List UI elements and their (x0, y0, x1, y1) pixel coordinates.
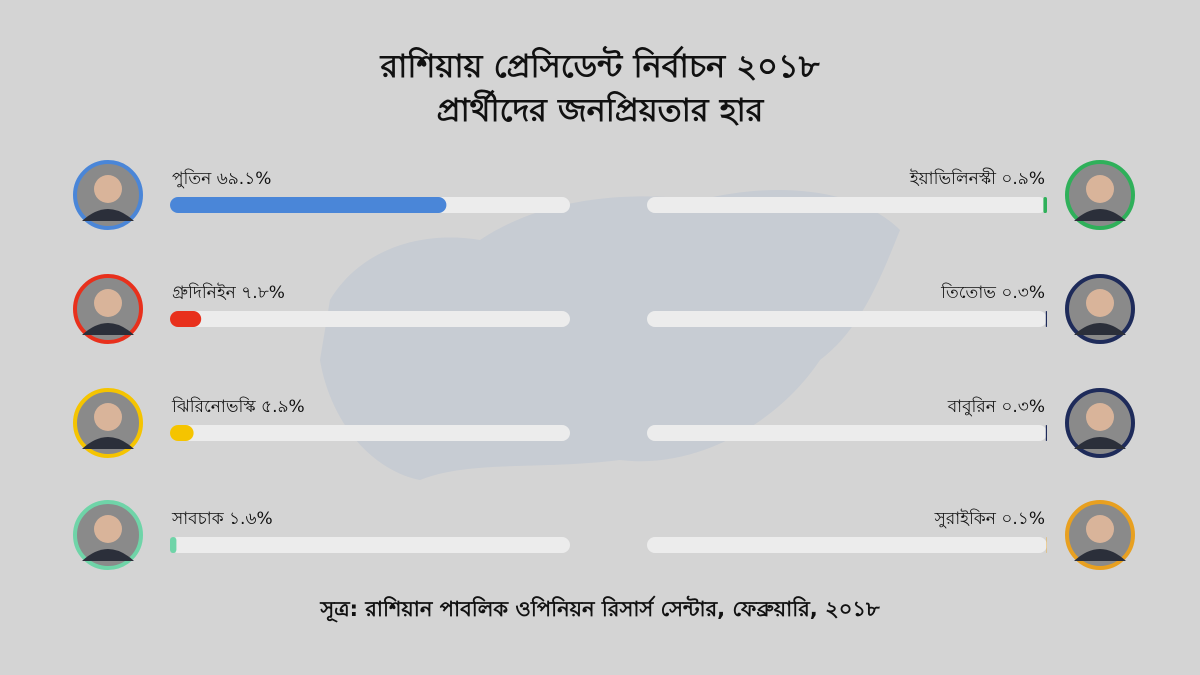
value-label: ০.৩% (1001, 397, 1045, 417)
photo-face (1086, 515, 1114, 543)
bar (1045, 425, 1047, 441)
value-label: ৬৯.১% (217, 169, 272, 189)
candidate-name: সাবচাক (171, 509, 225, 529)
map (320, 190, 900, 480)
bar (170, 537, 177, 553)
candidate-name: সুরাইকিন (934, 508, 997, 529)
photo-body (1074, 437, 1126, 449)
bar-label: গ্রুদিনিইন ৭.৮% (172, 282, 285, 303)
bar-track (170, 425, 570, 441)
bar-track (647, 537, 1047, 553)
photo-body (82, 437, 134, 449)
value-label: ১.৬% (229, 509, 273, 529)
bar-track (170, 311, 570, 327)
photo-face (94, 403, 122, 431)
candidate-name: বাবুরিন (947, 396, 997, 417)
bar-label: তিতোভ ০.৩% (940, 282, 1045, 303)
value-label: ৭.৮% (241, 283, 285, 303)
bar-track (170, 537, 570, 553)
bar (1045, 311, 1047, 327)
candidate-name: ঝিরিনোভস্কি (171, 396, 256, 417)
candidate-name: তিতোভ (940, 282, 996, 303)
bar-label: ইয়াভিলিনস্কী ০.৯% (909, 168, 1045, 189)
photo-face (94, 289, 122, 317)
photo-body (1074, 549, 1126, 561)
photo-body (1074, 209, 1126, 221)
source: সূত্র: রাশিয়ান পাবলিক ওপিনিয়ন রিসার্স … (319, 595, 880, 622)
photo-face (1086, 289, 1114, 317)
bar-track (647, 311, 1047, 327)
value-label: ০.১% (1001, 509, 1045, 529)
candidate-name: গ্রুদিনিইন (172, 282, 237, 303)
chart-title: রাশিয়ায় প্রেসিডেন্ট নির্বাচন ২০১৮ (380, 46, 820, 85)
bar-label: ঝিরিনোভস্কি ৫.৯% (171, 396, 305, 417)
bar (1043, 197, 1047, 213)
photo-face (94, 175, 122, 203)
bar-track (647, 197, 1047, 213)
bar (170, 311, 202, 327)
bar-label: সুরাইকিন ০.১% (934, 508, 1045, 529)
photo-body (82, 323, 134, 335)
bar-label: বাবুরিন ০.৩% (947, 396, 1045, 417)
photo-face (94, 515, 122, 543)
bar (170, 197, 447, 213)
photo-body (82, 209, 134, 221)
bar-track (647, 425, 1047, 441)
photo-body (82, 549, 134, 561)
bar (170, 425, 194, 441)
chart-subtitle: প্রার্থীদের জনপ্রিয়তার হার (437, 89, 765, 129)
value-label: ৫.৯% (261, 397, 305, 417)
candidate-name: ইয়াভিলিনস্কী (909, 168, 997, 189)
photo-face (1086, 175, 1114, 203)
photo-body (1074, 323, 1126, 335)
value-label: ০.৩% (1001, 283, 1045, 303)
photo-face (1086, 403, 1114, 431)
candidate-name: পুতিন (172, 168, 212, 189)
bar-label: পুতিন ৬৯.১% (172, 168, 271, 189)
bar-label: সাবচাক ১.৬% (171, 509, 273, 529)
value-label: ০.৯% (1001, 169, 1045, 189)
